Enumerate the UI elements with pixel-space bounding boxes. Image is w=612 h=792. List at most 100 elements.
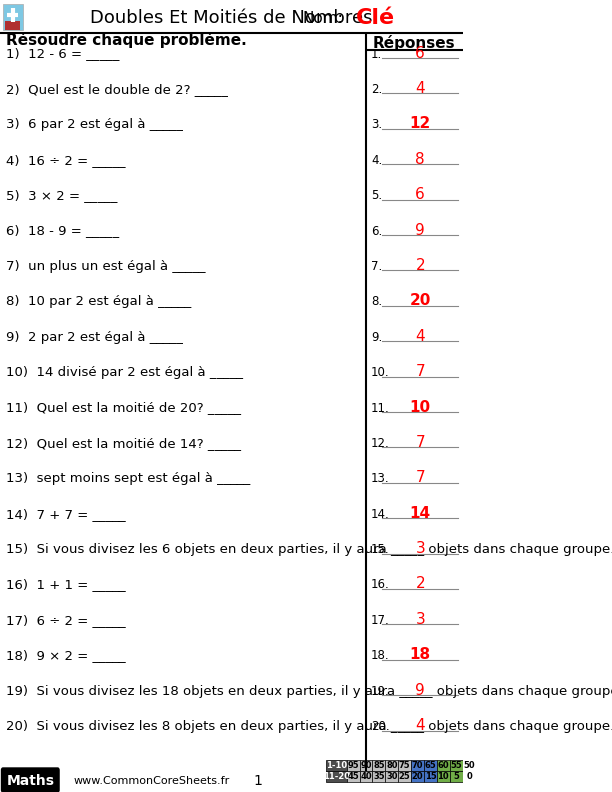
Text: 7.: 7. — [371, 260, 382, 273]
Text: 45: 45 — [348, 772, 359, 781]
Text: 19.: 19. — [371, 685, 390, 698]
Text: 1.: 1. — [371, 48, 382, 60]
Text: 11-20: 11-20 — [323, 772, 349, 781]
Bar — [411, 771, 424, 782]
Text: 10.: 10. — [371, 366, 390, 379]
Text: 2: 2 — [416, 258, 425, 273]
Text: 7: 7 — [416, 364, 425, 379]
Text: 9.: 9. — [371, 331, 382, 344]
Text: 2: 2 — [416, 577, 425, 592]
Text: 15)  Si vous divisez les 6 objets en deux parties, il y aura _____ objets dans c: 15) Si vous divisez les 6 objets en deux… — [6, 543, 612, 556]
Text: 3: 3 — [416, 541, 425, 556]
Text: 0: 0 — [466, 772, 472, 781]
Text: 5)  3 × 2 = _____: 5) 3 × 2 = _____ — [6, 189, 118, 202]
Text: 4: 4 — [416, 718, 425, 733]
Bar — [437, 760, 450, 771]
Text: 19)  Si vous divisez les 18 objets en deux parties, il y aura _____ objets dans : 19) Si vous divisez les 18 objets en deu… — [6, 685, 612, 698]
Text: 20.: 20. — [371, 720, 390, 733]
Text: 9)  2 par 2 est égal à _____: 9) 2 par 2 est égal à _____ — [6, 331, 183, 344]
Bar — [424, 771, 437, 782]
FancyBboxPatch shape — [1, 768, 59, 792]
Text: 20: 20 — [412, 772, 424, 781]
Text: 20)  Si vous divisez les 8 objets en deux parties, il y aura _____ objets dans c: 20) Si vous divisez les 8 objets en deux… — [6, 720, 612, 733]
Bar — [450, 760, 463, 771]
Text: 3: 3 — [416, 612, 425, 627]
Text: 13)  sept moins sept est égal à _____: 13) sept moins sept est égal à _____ — [6, 472, 250, 485]
Text: 15.: 15. — [371, 543, 390, 556]
Text: 4: 4 — [416, 81, 425, 96]
Text: 6.: 6. — [371, 224, 382, 238]
Text: 8.: 8. — [371, 295, 382, 308]
Bar — [373, 760, 386, 771]
Text: Nom:: Nom: — [303, 10, 343, 25]
Bar — [360, 771, 373, 782]
Text: 6)  18 - 9 = _____: 6) 18 - 9 = _____ — [6, 224, 119, 238]
Text: 4.: 4. — [371, 154, 382, 166]
Text: 16.: 16. — [371, 578, 390, 592]
Text: Doubles Et Moitiés de Nombres: Doubles Et Moitiés de Nombres — [91, 9, 373, 27]
Bar — [360, 760, 373, 771]
Bar — [398, 771, 411, 782]
Text: 70: 70 — [412, 761, 424, 770]
Bar — [326, 760, 347, 771]
Text: 12)  Quel est la moitié de 14? _____: 12) Quel est la moitié de 14? _____ — [6, 437, 241, 450]
Text: 8: 8 — [416, 152, 425, 166]
Bar — [326, 771, 347, 782]
Text: 12: 12 — [409, 116, 431, 131]
Text: 6: 6 — [416, 187, 425, 202]
Text: 17.: 17. — [371, 614, 390, 627]
Bar — [386, 771, 398, 782]
Text: 14.: 14. — [371, 508, 390, 520]
Text: 75: 75 — [399, 761, 411, 770]
Bar — [347, 771, 360, 782]
Text: 25: 25 — [399, 772, 411, 781]
Text: 15: 15 — [425, 772, 436, 781]
Text: 40: 40 — [360, 772, 372, 781]
Bar — [398, 760, 411, 771]
Text: 85: 85 — [373, 761, 385, 770]
Text: 35: 35 — [373, 772, 385, 781]
Text: 95: 95 — [348, 761, 359, 770]
Text: 6: 6 — [416, 45, 425, 60]
Text: 9: 9 — [416, 223, 425, 238]
Text: 65: 65 — [425, 761, 436, 770]
Bar — [463, 771, 476, 782]
Bar — [347, 760, 360, 771]
FancyBboxPatch shape — [3, 4, 23, 30]
Bar — [386, 760, 398, 771]
Text: 55: 55 — [450, 761, 462, 770]
Text: 90: 90 — [360, 761, 372, 770]
Text: 1)  12 - 6 = _____: 1) 12 - 6 = _____ — [6, 48, 119, 60]
Text: 50: 50 — [463, 761, 475, 770]
Bar — [373, 771, 386, 782]
Text: 12.: 12. — [371, 437, 390, 450]
Text: Maths: Maths — [6, 774, 54, 788]
Text: 11)  Quel est la moitié de 20? _____: 11) Quel est la moitié de 20? _____ — [6, 402, 241, 414]
Bar — [411, 760, 424, 771]
Text: 5.: 5. — [371, 189, 382, 202]
Text: 17)  6 ÷ 2 = _____: 17) 6 ÷ 2 = _____ — [6, 614, 125, 627]
Text: 30: 30 — [386, 772, 398, 781]
Text: 80: 80 — [386, 761, 398, 770]
Text: 11.: 11. — [371, 402, 390, 414]
Text: 60: 60 — [438, 761, 449, 770]
Bar — [424, 760, 437, 771]
Text: 18.: 18. — [371, 649, 390, 662]
Text: 20: 20 — [409, 293, 431, 308]
Text: 7: 7 — [416, 470, 425, 485]
Text: 3.: 3. — [371, 118, 382, 131]
Text: Réponses: Réponses — [373, 35, 455, 51]
Text: 1-10: 1-10 — [326, 761, 347, 770]
Bar — [437, 771, 450, 782]
Text: 14)  7 + 7 = _____: 14) 7 + 7 = _____ — [6, 508, 125, 520]
Text: 10: 10 — [438, 772, 449, 781]
Text: Clé: Clé — [356, 8, 395, 28]
Text: 4: 4 — [416, 329, 425, 344]
Text: 14: 14 — [409, 506, 431, 520]
Text: 10)  14 divisé par 2 est égal à _____: 10) 14 divisé par 2 est égal à _____ — [6, 366, 243, 379]
Text: 18: 18 — [409, 647, 431, 662]
Text: www.CommonCoreSheets.fr: www.CommonCoreSheets.fr — [73, 776, 230, 786]
Text: 2)  Quel est le double de 2? _____: 2) Quel est le double de 2? _____ — [6, 83, 228, 96]
Text: 3)  6 par 2 est égal à _____: 3) 6 par 2 est égal à _____ — [6, 118, 183, 131]
Text: 1: 1 — [253, 774, 262, 788]
